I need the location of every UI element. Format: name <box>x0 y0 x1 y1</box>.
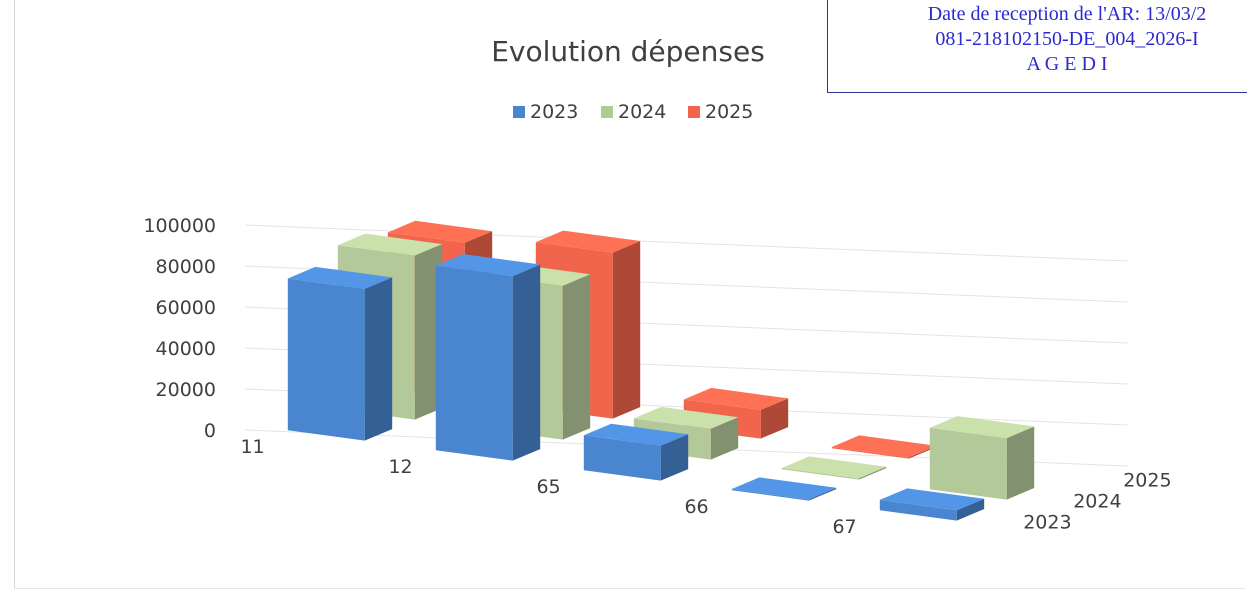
bar-top-face <box>781 456 887 479</box>
legend-swatch-2024 <box>601 106 613 118</box>
x-tick-label: 67 <box>832 516 856 538</box>
bar-side-face <box>660 434 689 481</box>
stamp-line-agedi: A G E D I <box>1026 53 1108 75</box>
chart-legend: 2023 2024 2025 <box>513 101 753 123</box>
depth-tick-label: 2023 <box>1023 512 1071 534</box>
legend-label-2024: 2024 <box>618 101 666 123</box>
bar-front-face <box>831 447 909 459</box>
bar-side-face <box>760 398 789 439</box>
stamp-line-date: Date de reception de l'AR: 13/03/2 <box>927 3 1207 25</box>
legend-label-2023: 2023 <box>530 101 578 123</box>
y-tick-label: 20000 <box>156 379 216 401</box>
bar-2024-66 <box>781 456 887 480</box>
bar-side-face <box>414 244 443 420</box>
stamp-line-reference: 081-218102150-DE_004_2026-I <box>935 28 1199 50</box>
bar-2023-66 <box>731 477 837 501</box>
y-tick-label: 100000 <box>143 215 216 237</box>
bar-side-face <box>956 498 985 521</box>
bar-2023-65 <box>583 423 689 481</box>
legend-swatch-2023 <box>513 106 525 118</box>
bar-side-face <box>710 417 739 460</box>
bar-top-face <box>633 406 739 429</box>
chart-bars <box>287 220 1035 521</box>
chart-frame <box>14 0 1245 589</box>
bar-top-face <box>929 416 1035 439</box>
x-tick-label: 65 <box>536 476 560 498</box>
bar-front-face <box>287 278 365 441</box>
depth-tick-label: 2024 <box>1073 491 1121 513</box>
legend-label-2025: 2025 <box>705 101 753 123</box>
bar-top-face <box>583 423 689 446</box>
bar-side-face <box>612 241 641 419</box>
bar-2025-66 <box>831 435 937 459</box>
bar-side-face <box>1006 426 1035 500</box>
bar-top-face <box>879 488 985 511</box>
y-tick-label: 40000 <box>156 338 216 360</box>
bar-top-face <box>287 266 393 289</box>
bar-2024-67 <box>929 416 1035 500</box>
x-tick-label: 66 <box>684 496 708 518</box>
legend-swatch-2025 <box>688 106 700 118</box>
bar-2023-67 <box>879 488 985 521</box>
bar-top-face <box>337 233 443 256</box>
x-tick-label: 11 <box>240 436 264 458</box>
bar-top-face <box>731 477 837 500</box>
bar-side-face <box>808 487 837 501</box>
bar-side-face <box>512 264 541 461</box>
y-tick-label: 0 <box>204 420 216 442</box>
bar-front-face <box>731 489 809 501</box>
bar-top-face <box>387 220 493 243</box>
bar-side-face <box>364 277 393 441</box>
ar-reception-stamp: Date de reception de l'AR: 13/03/2 081-2… <box>827 0 1247 93</box>
y-axis-ticks: 0 20000 40000 60000 80000 100000 <box>143 215 216 442</box>
x-axis-ticks: 11 12 65 66 67 <box>240 436 856 538</box>
x-tick-label: 12 <box>388 456 412 478</box>
y-tick-label: 80000 <box>156 256 216 278</box>
bar-side-face <box>562 274 591 440</box>
bar-front-face <box>583 435 661 481</box>
chart-title: Evolution dépenses <box>491 35 765 68</box>
depth-tick-label: 2025 <box>1123 470 1171 492</box>
bar-front-face <box>879 499 957 521</box>
bar-side-face <box>908 445 937 459</box>
bar-2023-11 <box>287 266 393 441</box>
bar-front-face <box>929 427 1007 500</box>
bar-top-face <box>831 435 937 458</box>
bar-front-face <box>781 468 859 480</box>
bar-side-face <box>858 466 887 480</box>
bar-top-face <box>535 230 641 253</box>
bar-front-face <box>435 265 513 461</box>
y-tick-label: 60000 <box>156 297 216 319</box>
bar-2023-12 <box>435 254 541 461</box>
bar-top-face <box>435 254 541 277</box>
bar-top-face <box>683 387 789 410</box>
